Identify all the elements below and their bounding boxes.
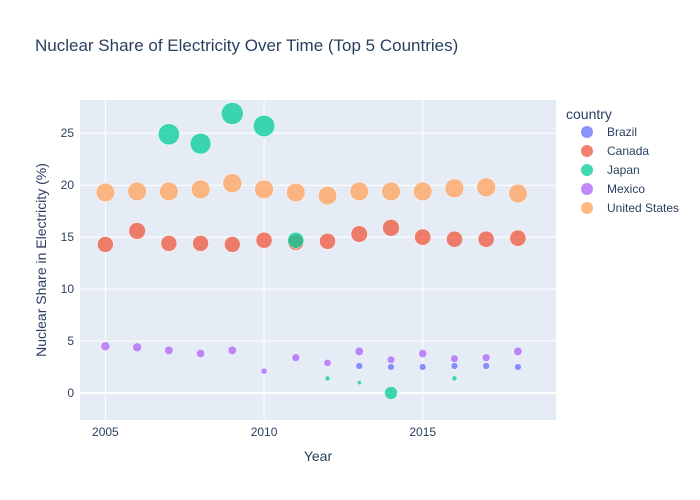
data-point[interactable] bbox=[192, 235, 209, 252]
plot-area bbox=[80, 100, 556, 420]
data-point[interactable] bbox=[100, 341, 111, 351]
x-axis-label: Year bbox=[304, 448, 333, 464]
y-tick-label: 0 bbox=[67, 386, 74, 400]
data-point[interactable] bbox=[224, 236, 241, 253]
data-point[interactable] bbox=[419, 363, 427, 371]
data-point[interactable] bbox=[253, 114, 276, 137]
y-tick-label: 10 bbox=[61, 282, 75, 296]
data-point[interactable] bbox=[158, 123, 180, 146]
data-point[interactable] bbox=[227, 345, 237, 355]
data-point[interactable] bbox=[476, 177, 496, 197]
data-point[interactable] bbox=[255, 231, 273, 249]
data-point[interactable] bbox=[221, 102, 244, 125]
data-point[interactable] bbox=[160, 235, 178, 252]
data-point[interactable] bbox=[386, 355, 396, 364]
y-axis-label: Nuclear Share in Electricity (%) bbox=[33, 163, 49, 357]
y-tick-label: 25 bbox=[61, 126, 75, 140]
legend-marker bbox=[581, 183, 593, 195]
data-point[interactable] bbox=[356, 380, 362, 386]
legend-marker bbox=[581, 202, 593, 214]
legend-item[interactable]: Mexico bbox=[581, 182, 645, 196]
data-point[interactable] bbox=[222, 173, 243, 193]
data-point[interactable] bbox=[381, 181, 401, 202]
legend-label: Brazil bbox=[607, 125, 637, 139]
data-point[interactable] bbox=[159, 181, 179, 202]
y-tick-label: 20 bbox=[61, 178, 75, 192]
data-point[interactable] bbox=[509, 229, 527, 247]
data-point[interactable] bbox=[354, 346, 364, 356]
legend-marker bbox=[581, 145, 593, 157]
data-point[interactable] bbox=[97, 236, 114, 253]
legend-marker bbox=[581, 126, 593, 138]
data-point[interactable] bbox=[132, 342, 142, 352]
chart-title: Nuclear Share of Electricity Over Time (… bbox=[35, 36, 458, 55]
data-point[interactable] bbox=[414, 228, 432, 246]
data-point[interactable] bbox=[318, 186, 338, 206]
data-point[interactable] bbox=[387, 363, 395, 371]
data-point[interactable] bbox=[319, 232, 336, 250]
legend-item[interactable]: Japan bbox=[581, 163, 640, 177]
y-tick-label: 15 bbox=[61, 230, 75, 244]
legend-label: Japan bbox=[607, 163, 640, 177]
data-point[interactable] bbox=[164, 345, 174, 355]
legend-item[interactable]: United States bbox=[581, 201, 679, 215]
data-point[interactable] bbox=[382, 219, 400, 237]
series-japan bbox=[158, 102, 458, 400]
data-point[interactable] bbox=[482, 362, 490, 370]
data-point[interactable] bbox=[451, 375, 458, 382]
data-point[interactable] bbox=[355, 362, 363, 370]
data-point[interactable] bbox=[286, 182, 306, 203]
data-point[interactable] bbox=[450, 354, 459, 363]
data-point[interactable] bbox=[128, 222, 146, 240]
data-point[interactable] bbox=[514, 363, 522, 371]
data-point[interactable] bbox=[477, 230, 495, 248]
data-point[interactable] bbox=[513, 346, 523, 356]
legend-item[interactable]: Canada bbox=[581, 144, 649, 158]
series-mexico bbox=[100, 341, 523, 375]
data-point[interactable] bbox=[418, 349, 428, 358]
data-point[interactable] bbox=[291, 353, 300, 362]
data-point[interactable] bbox=[350, 225, 368, 243]
legend-item[interactable]: Brazil bbox=[581, 125, 637, 139]
data-point[interactable] bbox=[190, 179, 211, 199]
series-canada bbox=[97, 219, 527, 253]
data-point[interactable] bbox=[196, 349, 205, 358]
data-point[interactable] bbox=[349, 181, 369, 202]
legend-label: Canada bbox=[607, 144, 649, 158]
legend-title: country bbox=[566, 106, 612, 122]
series-united-states bbox=[95, 173, 528, 206]
data-point[interactable] bbox=[413, 181, 433, 202]
legend-label: Mexico bbox=[607, 182, 645, 196]
x-tick-label: 2010 bbox=[251, 425, 278, 439]
data-point[interactable] bbox=[95, 182, 115, 203]
x-tick-label: 2015 bbox=[409, 425, 436, 439]
data-point[interactable] bbox=[444, 178, 465, 198]
legend[interactable]: country Brazil Canada Japan Mexico United St… bbox=[566, 106, 679, 215]
series-brazil bbox=[355, 362, 522, 371]
data-point[interactable] bbox=[450, 362, 459, 370]
legend-marker bbox=[581, 164, 593, 176]
data-point[interactable] bbox=[508, 183, 528, 204]
data-point[interactable] bbox=[254, 179, 274, 199]
x-tick-label: 2005 bbox=[92, 425, 119, 439]
legend-label: United States bbox=[607, 201, 679, 215]
data-point[interactable] bbox=[446, 230, 463, 248]
data-point[interactable] bbox=[189, 132, 212, 155]
data-point[interactable] bbox=[384, 386, 398, 400]
data-point[interactable] bbox=[127, 181, 147, 202]
y-tick-label: 5 bbox=[67, 334, 74, 348]
data-point[interactable] bbox=[324, 375, 331, 382]
axis-ticks: 0 5 10 15 20 25 2005 2010 2015 bbox=[61, 126, 437, 439]
data-points bbox=[95, 102, 528, 400]
data-point[interactable] bbox=[287, 231, 305, 249]
data-point[interactable] bbox=[482, 353, 491, 362]
data-point[interactable] bbox=[260, 367, 268, 375]
data-point[interactable] bbox=[323, 358, 332, 367]
